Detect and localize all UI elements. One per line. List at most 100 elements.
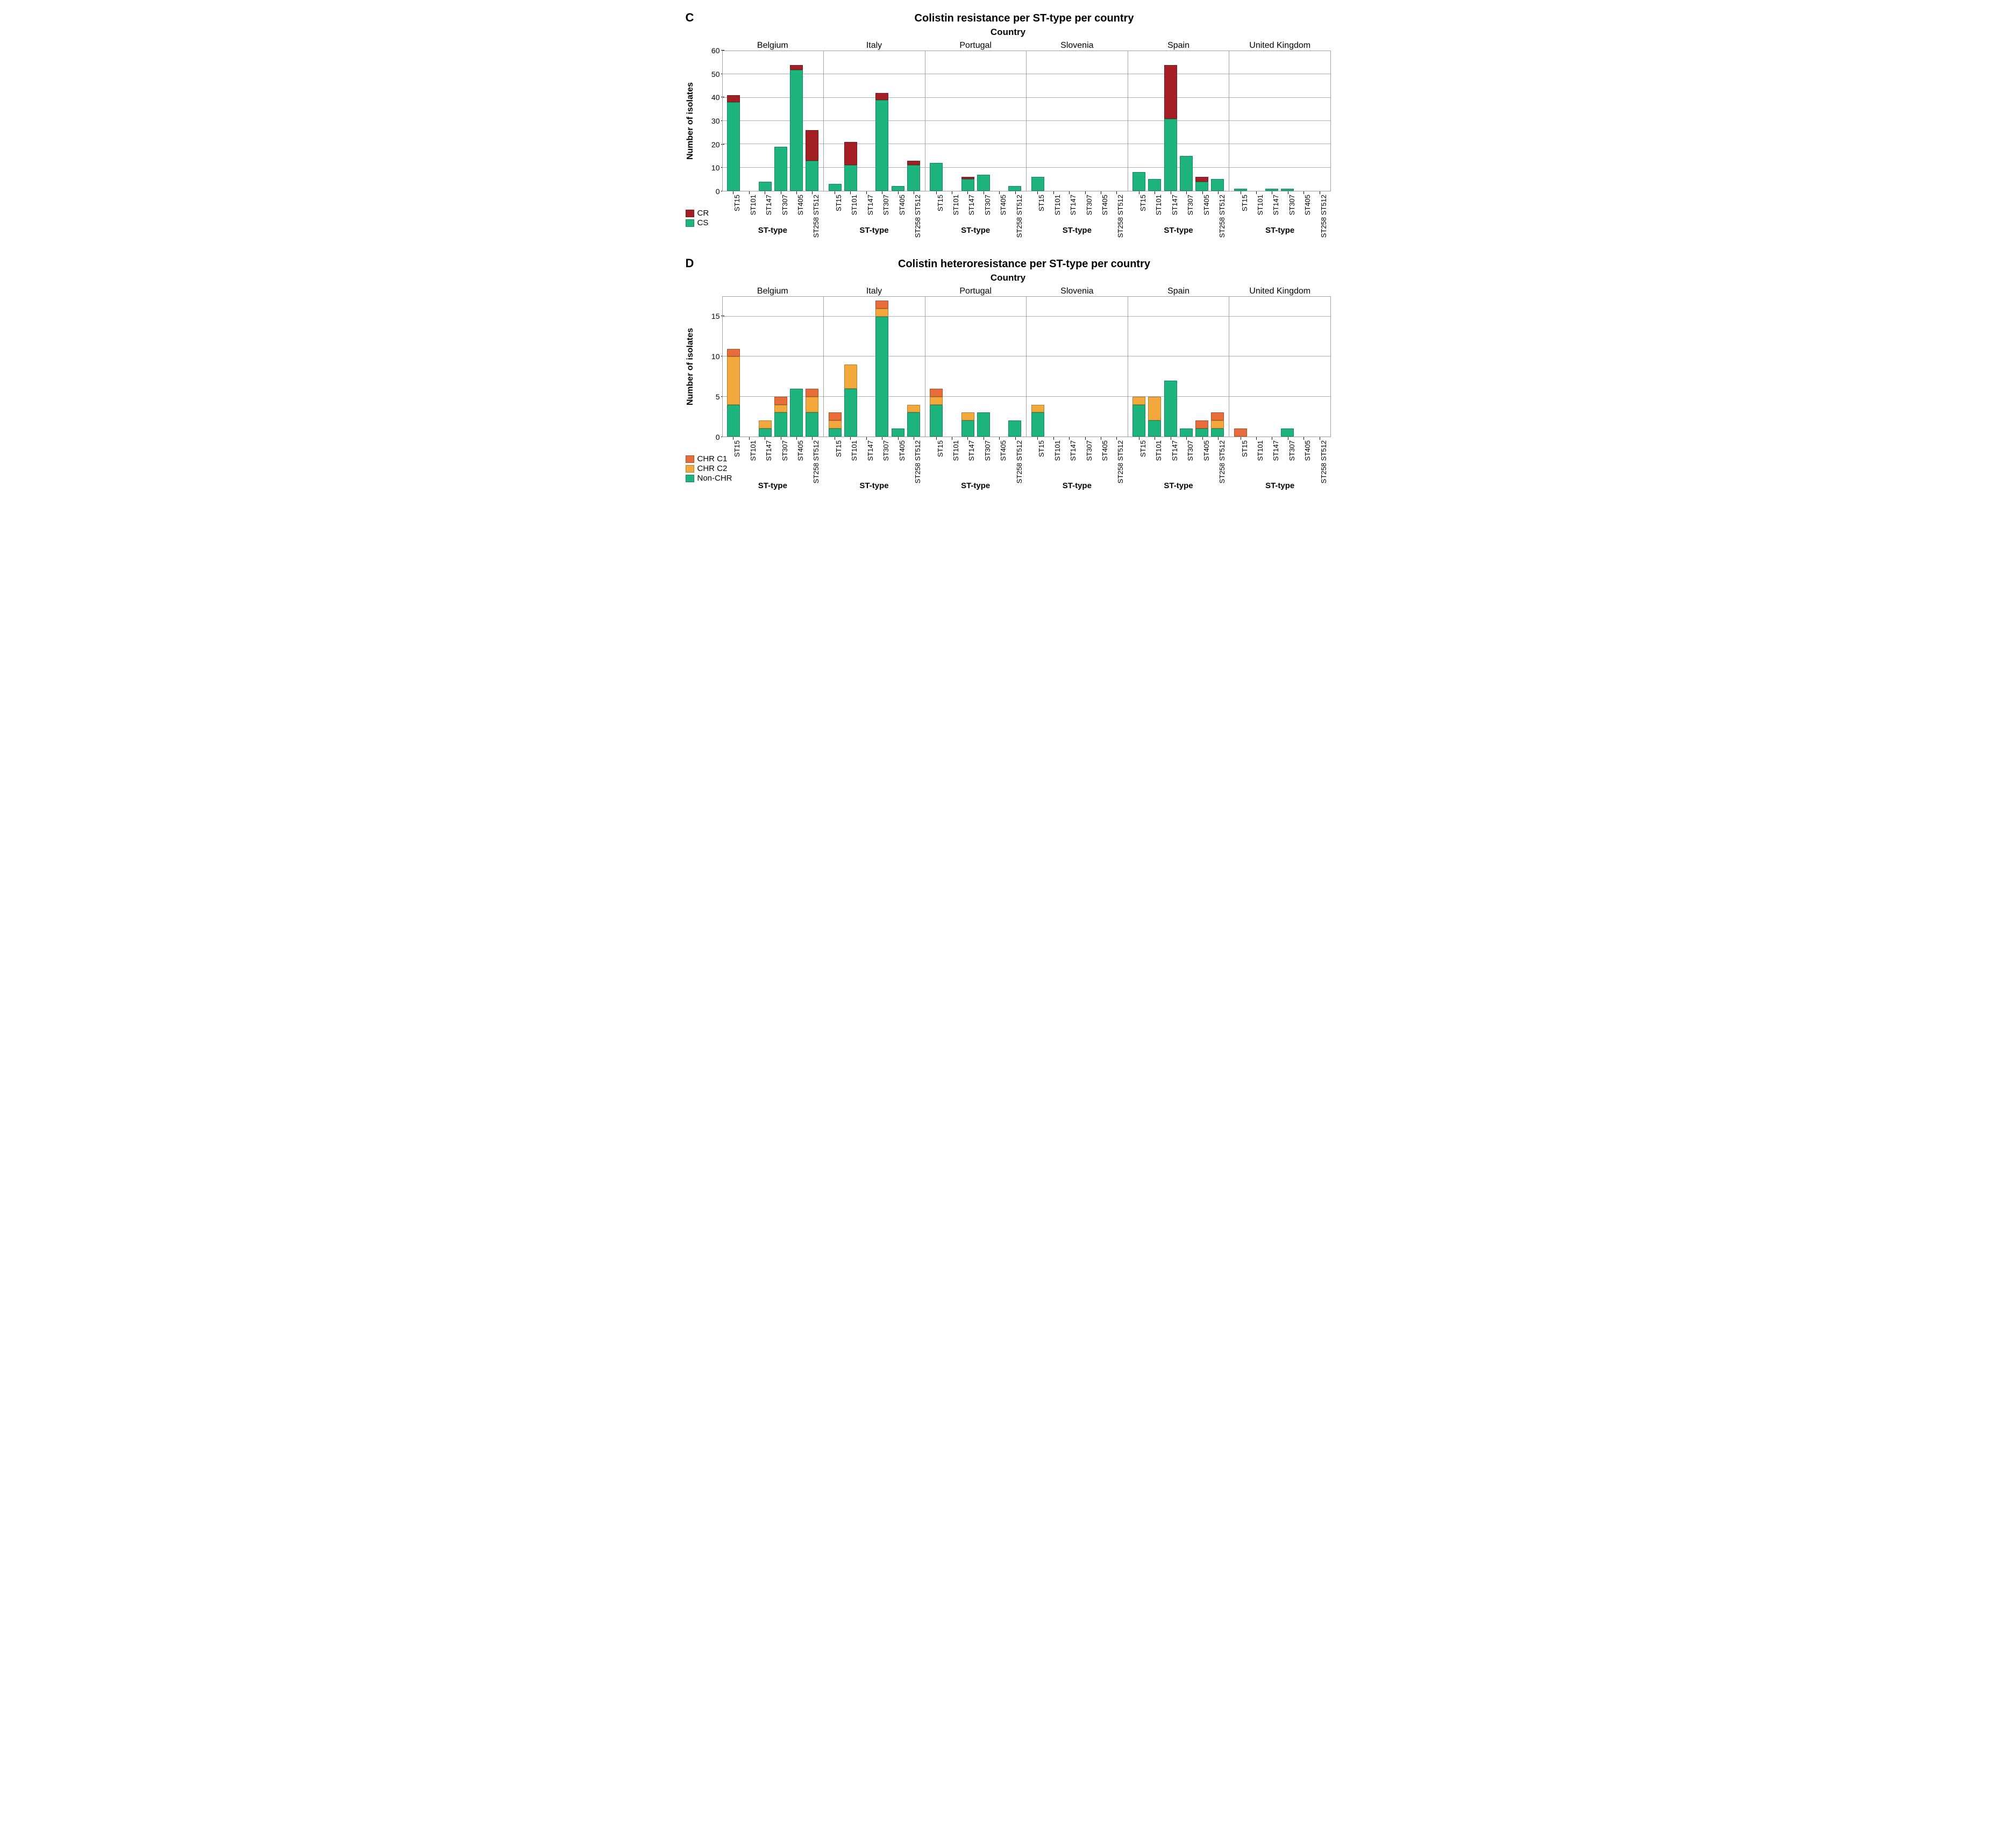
bar xyxy=(1180,428,1193,437)
y-tick-label: 10 xyxy=(711,352,720,361)
facet-panel xyxy=(1229,51,1331,191)
bar xyxy=(806,130,818,191)
panel-d-title-row: D Colistin heteroresistance per ST-type … xyxy=(686,256,1331,270)
x-tick-group: ST15ST101ST147ST307ST405ST258 ST512 xyxy=(1027,191,1128,239)
x-tick-label: ST258 ST512 xyxy=(806,437,818,484)
x-tick-label: ST307 xyxy=(1281,437,1294,484)
facet-label: Portugal xyxy=(925,287,1027,296)
x-tick-label: ST147 xyxy=(1063,437,1075,484)
x-tick-label: ST258 ST512 xyxy=(907,437,920,484)
bar-segment xyxy=(806,130,818,160)
x-tick-label: ST15 xyxy=(1132,191,1145,239)
bar-segment xyxy=(930,389,943,397)
legend-label: CS xyxy=(697,218,709,228)
bar xyxy=(1132,172,1145,191)
x-tick-label: ST307 xyxy=(977,437,990,484)
x-tick-label: ST258 ST512 xyxy=(806,191,818,239)
facet-label: Spain xyxy=(1128,41,1229,51)
facet-panel xyxy=(1229,296,1331,437)
facet-panel xyxy=(1026,51,1128,191)
x-tick-label: ST15 xyxy=(1031,437,1044,484)
bar-segment xyxy=(875,301,888,309)
panel-c-legend: CRCS xyxy=(686,209,772,228)
panel-d-letter: D xyxy=(686,256,718,270)
bar-segment xyxy=(829,412,842,420)
bar-segment xyxy=(1211,412,1224,420)
bar-segment xyxy=(844,365,857,389)
y-tick-label: 15 xyxy=(711,312,720,320)
bar-segment xyxy=(907,412,920,437)
legend-item: CR xyxy=(686,209,772,218)
x-tick-group: ST15ST101ST147ST307ST405ST258 ST512 xyxy=(1128,191,1229,239)
x-tick-label: ST101 xyxy=(1250,191,1263,239)
bar-segment xyxy=(1195,420,1208,428)
bar-segment xyxy=(1148,179,1161,191)
x-tick-group: ST15ST101ST147ST307ST405ST258 ST512 xyxy=(925,437,1027,484)
panel-d-title: Colistin heteroresistance per ST-type pe… xyxy=(718,258,1331,270)
facet-panel xyxy=(823,296,925,437)
bar-segment xyxy=(1211,420,1224,428)
bar-segment xyxy=(1195,182,1208,191)
y-tick-label: 10 xyxy=(711,163,720,172)
bar-segment xyxy=(806,412,818,437)
x-tick-label: ST258 ST512 xyxy=(1212,191,1224,239)
bar xyxy=(844,142,857,191)
panel-d-facet-strip: BelgiumItalyPortugalSloveniaSpainUnited … xyxy=(722,287,1331,296)
bar-segment xyxy=(1148,420,1161,437)
bar-segment xyxy=(774,405,787,413)
bar-segment xyxy=(1180,156,1193,191)
bar xyxy=(892,186,904,191)
y-tick-label: 50 xyxy=(711,70,720,78)
bar-segment xyxy=(829,428,842,437)
facet-label: Belgium xyxy=(722,41,824,51)
legend-swatch xyxy=(686,455,694,463)
bar xyxy=(1148,179,1161,191)
x-tick-label: ST147 xyxy=(1164,191,1177,239)
x-tick-label: ST258 ST512 xyxy=(907,191,920,239)
bar-segment xyxy=(1132,172,1145,191)
x-tick-label: ST147 xyxy=(1265,437,1278,484)
x-tick-label: ST101 xyxy=(844,191,857,239)
x-tick-group: ST15ST101ST147ST307ST405ST258 ST512 xyxy=(925,191,1027,239)
facet-label: Slovenia xyxy=(1027,41,1128,51)
x-tick-label: ST101 xyxy=(1250,437,1263,484)
panel-c-panels: 0102030405060 xyxy=(722,51,1331,191)
bar xyxy=(774,397,787,437)
x-tick-label: ST147 xyxy=(860,191,873,239)
x-tick-group: ST15ST101ST147ST307ST405ST258 ST512 xyxy=(1229,437,1331,484)
bar xyxy=(774,147,787,191)
bar xyxy=(1164,65,1177,191)
bar-segment xyxy=(1281,189,1294,191)
bar-segment xyxy=(907,165,920,191)
bar xyxy=(875,93,888,191)
facet-label: Spain xyxy=(1128,287,1229,296)
bar-segment xyxy=(1132,405,1145,437)
panel-d-ylabel: Number of isolates xyxy=(686,328,696,405)
bar-segment xyxy=(875,317,888,437)
bar xyxy=(875,301,888,437)
bar xyxy=(1281,428,1294,437)
bar xyxy=(727,349,740,437)
panel-c-plot-row: Number of isolates 0102030405060 xyxy=(686,51,1331,191)
bar-segment xyxy=(977,175,990,191)
x-tick-label: ST307 xyxy=(1079,191,1092,239)
x-tick-label: ST15 xyxy=(930,191,943,239)
x-tick-label: ST101 xyxy=(1148,191,1161,239)
bar-segment xyxy=(1031,177,1044,191)
x-tick-group: ST15ST101ST147ST307ST405ST258 ST512 xyxy=(1128,437,1229,484)
x-tick-label: ST405 xyxy=(790,437,803,484)
bar xyxy=(1132,397,1145,437)
panel-c-ylabel-wrap: Number of isolates xyxy=(686,51,696,191)
x-tick-label: ST307 xyxy=(1281,191,1294,239)
panel-c-facet-strip: BelgiumItalyPortugalSloveniaSpainUnited … xyxy=(722,41,1331,51)
legend-swatch xyxy=(686,219,694,227)
bar-segment xyxy=(875,100,888,191)
x-tick-label: ST405 xyxy=(1094,191,1107,239)
bar xyxy=(1195,420,1208,437)
x-tick-label: ST405 xyxy=(1196,191,1209,239)
bar-segment xyxy=(1164,381,1177,437)
x-tick-label: ST307 xyxy=(1180,191,1193,239)
bar-segment xyxy=(1148,397,1161,421)
bar xyxy=(759,182,772,191)
x-tick-label: ST101 xyxy=(945,437,958,484)
